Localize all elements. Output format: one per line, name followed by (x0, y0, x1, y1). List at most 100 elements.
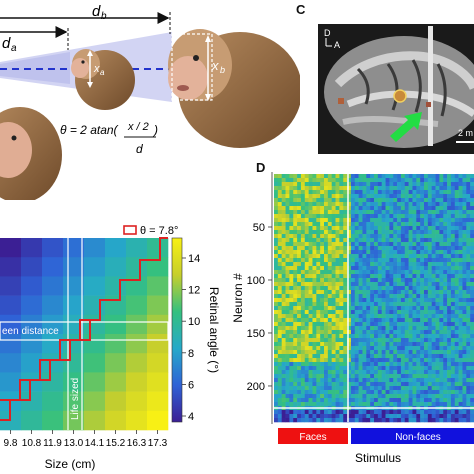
raster-cell (331, 386, 336, 391)
raster-cell (424, 402, 429, 407)
raster-cell (358, 402, 363, 407)
raster-cell (277, 350, 282, 355)
raster-cell (393, 210, 398, 215)
raster-cell (358, 210, 363, 215)
raster-cell (366, 366, 371, 371)
raster-cell (404, 298, 409, 303)
raster-cell (343, 178, 348, 183)
raster-cell (462, 390, 467, 395)
raster-cell (366, 286, 371, 291)
raster-cell (331, 190, 336, 195)
raster-cell (304, 326, 309, 331)
raster-cell (354, 366, 359, 371)
raster-cell (312, 330, 317, 335)
raster-cell (293, 414, 298, 419)
raster-cell (331, 258, 336, 263)
raster-cell (408, 342, 413, 347)
raster-cell (393, 262, 398, 267)
raster-cell (397, 202, 402, 207)
raster-cell (427, 266, 432, 271)
raster-cell (374, 198, 379, 203)
raster-cell (331, 410, 336, 415)
raster-cell (450, 386, 456, 391)
raster-cell (404, 418, 409, 423)
raster-cell (400, 386, 406, 391)
raster-cell (366, 198, 371, 203)
raster-cell (297, 334, 302, 339)
raster-cell (312, 242, 317, 247)
raster-cell (320, 346, 325, 351)
retinal-angle-formula: θ = 2 atan( x / 2 ) d (60, 121, 158, 156)
raster-cell (389, 226, 394, 231)
raster-cell (439, 366, 444, 371)
raster-cell (320, 314, 325, 319)
raster-cell (400, 178, 406, 183)
raster-cell (404, 314, 409, 319)
raster-cell (277, 374, 282, 379)
raster-cell (443, 270, 448, 275)
raster-cell (300, 298, 306, 303)
raster-cell (327, 254, 332, 259)
raster-cell (362, 386, 367, 391)
panel-d-ytick-label: 150 (247, 328, 265, 340)
raster-cell (389, 182, 394, 187)
raster-cell (312, 310, 317, 315)
raster-cell (320, 318, 325, 323)
raster-cell (412, 290, 417, 295)
raster-cell (412, 214, 417, 219)
raster-cell (327, 374, 332, 379)
raster-cell (385, 330, 390, 335)
raster-cell (362, 286, 367, 291)
raster-cell (289, 314, 294, 319)
raster-cell (285, 210, 290, 215)
raster-cell (370, 222, 375, 227)
raster-cell (347, 386, 352, 391)
raster-cell (416, 266, 421, 271)
raster-cell (366, 334, 371, 339)
raster-cell (370, 298, 375, 303)
raster-cell (466, 334, 471, 339)
raster-cell (447, 274, 452, 279)
raster-cell (316, 290, 321, 295)
raster-cell (435, 306, 440, 311)
raster-cell (350, 342, 356, 347)
raster-cell (331, 322, 336, 327)
raster-cell (285, 198, 290, 203)
raster-cell (458, 194, 463, 199)
raster-cell (362, 346, 367, 351)
raster-cell (381, 350, 386, 355)
raster-cell (447, 178, 452, 183)
raster-cell (431, 402, 436, 407)
heatmap-cell (21, 353, 43, 373)
raster-cell (439, 234, 444, 239)
raster-cell (458, 318, 463, 323)
raster-cell (424, 230, 429, 235)
raster-cell (324, 178, 329, 183)
raster-cell (293, 390, 298, 395)
raster-cell (308, 218, 313, 223)
raster-cell (439, 242, 444, 247)
raster-cell (285, 278, 290, 283)
raster-cell (331, 186, 336, 191)
raster-cell (470, 334, 474, 339)
raster-cell (389, 274, 394, 279)
raster-cell (447, 294, 452, 299)
raster-cell (377, 350, 382, 355)
raster-cell (327, 390, 332, 395)
raster-cell (435, 254, 440, 259)
heatmap-cell (105, 391, 127, 412)
raster-cell (447, 238, 452, 243)
raster-cell (304, 306, 309, 311)
raster-cell (377, 234, 382, 239)
raster-cell (404, 242, 409, 247)
raster-cell (447, 262, 452, 267)
raster-cell (470, 390, 474, 395)
heatmap-cell (63, 238, 85, 258)
raster-cell (454, 198, 459, 203)
raster-cell (393, 322, 398, 327)
raster-cell (316, 226, 321, 231)
raster-cell (281, 234, 286, 239)
raster-cell (366, 234, 371, 239)
raster-cell (354, 286, 359, 291)
raster-cell (324, 202, 329, 207)
